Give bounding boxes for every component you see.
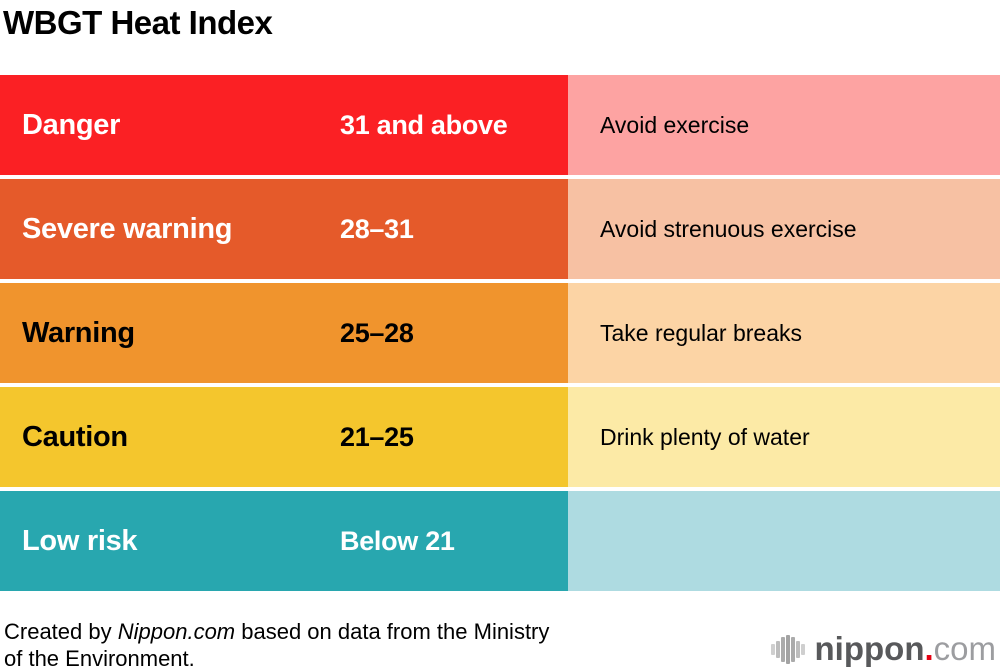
soundwave-icon <box>770 634 806 664</box>
table-row-severe-warning: Severe warning 28–31 Avoid strenuous exe… <box>0 179 1000 279</box>
credit-text-suffix: based on data from the Ministry <box>235 619 550 644</box>
table-row-warning: Warning 25–28 Take regular breaks <box>0 283 1000 383</box>
level-cell: Severe warning 28–31 <box>0 179 568 279</box>
table-row-caution: Caution 21–25 Drink plenty of water <box>0 387 1000 487</box>
advice-label: Drink plenty of water <box>600 423 810 450</box>
credit-text-prefix: Created by <box>4 619 118 644</box>
brand-dot: . <box>924 630 934 667</box>
table-row-low-risk: Low risk Below 21 <box>0 491 1000 591</box>
range-label: 21–25 <box>340 421 414 452</box>
level-cell: Danger 31 and above <box>0 75 568 175</box>
page-title: WBGT Heat Index <box>3 4 273 41</box>
table-row-danger: Danger 31 and above Avoid exercise <box>0 75 1000 175</box>
level-cell: Low risk Below 21 <box>0 491 568 591</box>
credit-text-line2: of the Environment. <box>4 646 195 671</box>
range-label: 25–28 <box>340 317 414 348</box>
advice-cell: Avoid exercise <box>568 75 1000 175</box>
level-label: Danger <box>22 108 121 141</box>
source-credit: Created by Nippon.com based on data from… <box>4 618 549 672</box>
heat-index-table: Danger 31 and above Avoid exercise Sever… <box>0 75 1000 591</box>
advice-label: Avoid exercise <box>600 111 750 138</box>
level-cell: Caution 21–25 <box>0 387 568 487</box>
range-label: 28–31 <box>340 213 414 244</box>
brand-tld: com <box>933 630 996 667</box>
advice-cell <box>568 491 1000 591</box>
range-label: Below 21 <box>340 525 455 556</box>
advice-label: Take regular breaks <box>600 319 802 346</box>
advice-label: Avoid strenuous exercise <box>600 215 857 242</box>
advice-cell: Avoid strenuous exercise <box>568 179 1000 279</box>
level-label: Severe warning <box>22 212 233 245</box>
level-label: Low risk <box>22 524 138 557</box>
nippon-com-wordmark: nippon.com <box>815 630 996 668</box>
advice-cell: Take regular breaks <box>568 283 1000 383</box>
level-cell: Warning 25–28 <box>0 283 568 383</box>
advice-cell: Drink plenty of water <box>568 387 1000 487</box>
level-label: Warning <box>22 316 135 349</box>
credit-source-name: Nippon.com <box>117 619 236 644</box>
nippon-com-logo: nippon.com <box>770 630 996 668</box>
level-label: Caution <box>22 420 128 453</box>
range-label: 31 and above <box>340 109 508 140</box>
brand-name: nippon <box>814 630 925 667</box>
